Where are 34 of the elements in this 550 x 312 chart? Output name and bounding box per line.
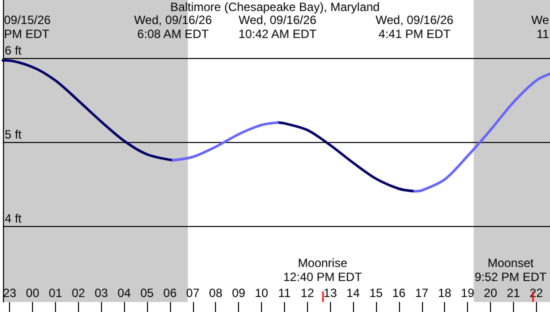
x-tick-label: 01	[48, 286, 62, 300]
x-tick-label: 13	[324, 286, 338, 300]
x-tick-label: 17	[415, 286, 429, 300]
x-tick-label: 02	[72, 286, 86, 300]
x-tick-label: 15	[369, 286, 383, 300]
x-tick-label: 19	[460, 286, 475, 300]
x-tick-label: 09	[232, 286, 246, 300]
x-tick-label: 07	[186, 286, 200, 300]
y-tick-label: 5 ft	[4, 128, 22, 142]
y-tick-label: 4 ft	[4, 212, 22, 226]
annotation: Wed, 09/16/26 6:08 AM EDT	[134, 13, 212, 41]
x-tick-label: 08	[209, 286, 223, 300]
x-tick-label: 14	[346, 286, 360, 300]
annotation: Wed, 09/16/26 10:42 AM EDT	[238, 13, 318, 41]
x-tick-label: 21	[506, 286, 520, 300]
x-tick-label: 04	[117, 286, 132, 300]
ref-line-label: Moonset 9:52 PM EDT	[474, 256, 548, 284]
ref-line-label: Moonrise 12:40 PM EDT	[283, 256, 363, 284]
x-tick-label: 12	[300, 286, 314, 300]
x-tick-label: 00	[26, 286, 40, 300]
x-tick-label: 10	[254, 286, 269, 300]
annotation: Wed, 09/16/26 4:41 PM EDT	[376, 13, 454, 41]
x-tick-label: 03	[94, 286, 108, 300]
x-tick-label: 06	[163, 286, 177, 300]
x-tick-label: 11	[278, 286, 291, 300]
x-tick-label: 18	[438, 286, 452, 300]
annotation: We 11	[531, 13, 550, 41]
x-tick-label: 05	[140, 286, 154, 300]
chart-title: Baltimore (Chesapeake Bay), Maryland	[170, 0, 380, 14]
y-tick-label: 6 ft	[4, 44, 22, 58]
x-tick-label: 16	[392, 286, 406, 300]
annotation: 09/15/26 PM EDT	[4, 13, 52, 41]
x-tick-label: 23	[2, 286, 17, 300]
x-tick-label: 20	[484, 286, 498, 300]
